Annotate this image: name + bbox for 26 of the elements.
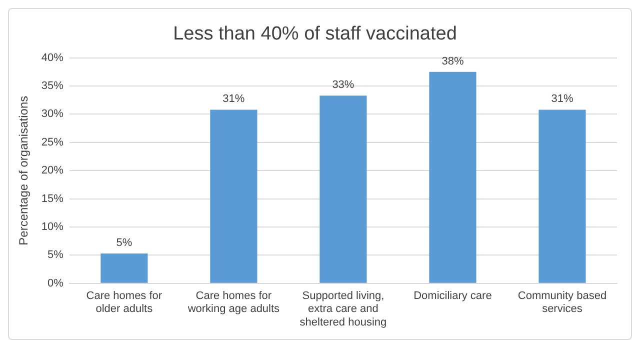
x-tick-label: Care homes for older adults xyxy=(86,290,162,316)
x-tick-label: Care homes for working age adults xyxy=(186,290,280,316)
data-label: 31% xyxy=(222,93,245,106)
bar xyxy=(429,72,476,283)
x-tick-label: Supported living, extra care and sheltered housing xyxy=(300,290,387,328)
bar xyxy=(538,110,586,283)
y-tick-label: 40% xyxy=(41,52,64,64)
y-tick-label: 25% xyxy=(41,136,64,148)
data-label: 31% xyxy=(551,93,574,106)
bar xyxy=(320,96,367,283)
data-label: 33% xyxy=(332,79,354,92)
y-tick-label: 35% xyxy=(41,80,64,92)
y-tick-label: 30% xyxy=(41,108,64,120)
data-label: 5% xyxy=(116,237,132,250)
x-tick-label: Community based services xyxy=(518,290,607,316)
data-label: 38% xyxy=(442,55,464,68)
y-tick-label: 5% xyxy=(48,249,64,262)
bar xyxy=(100,254,148,283)
x-tick-label: Domiciliary care xyxy=(414,290,492,302)
bar xyxy=(210,110,258,283)
y-tick-label: 15% xyxy=(41,192,64,205)
y-tick-label: 20% xyxy=(41,164,64,177)
y-axis-title: Percentage of organisations xyxy=(16,96,31,246)
chart-title: Less than 40% of staff vaccinated xyxy=(173,24,457,45)
y-tick-label: 0% xyxy=(48,277,64,290)
y-tick-label: 10% xyxy=(41,221,64,234)
